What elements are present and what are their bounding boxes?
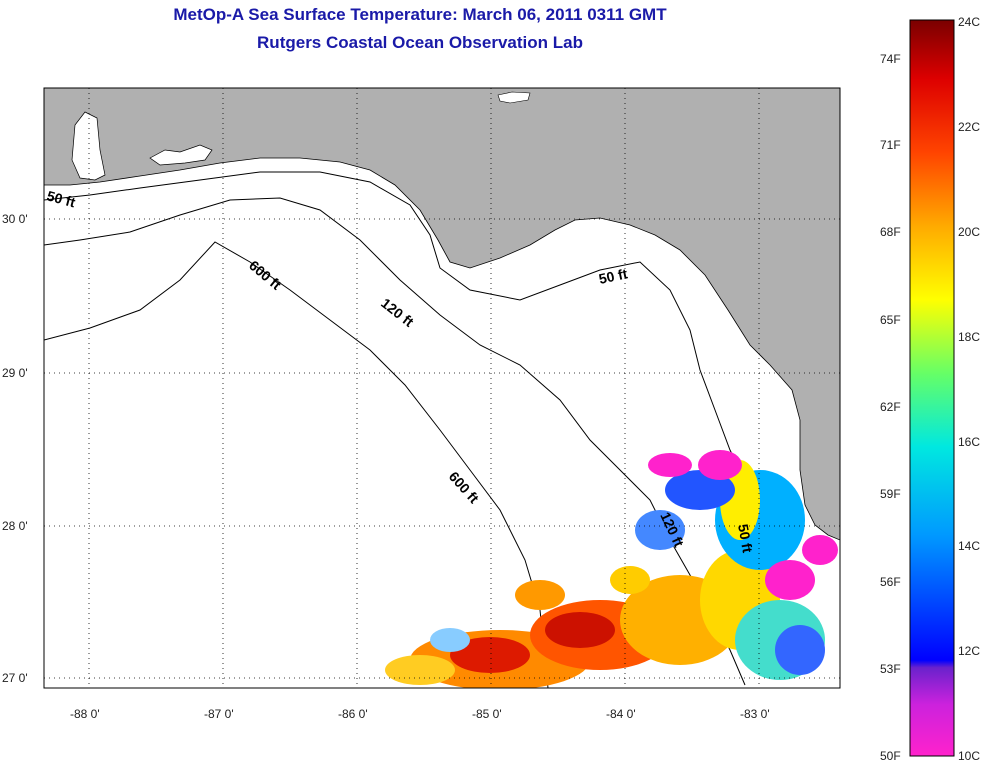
lon-label-88: -88 0' — [70, 707, 100, 721]
lon-label-86: -86 0' — [338, 707, 368, 721]
pensacola-bay — [149, 144, 213, 166]
map-subtitle: Rutgers Coastal Ocean Observation Lab — [257, 33, 583, 52]
colorbar-label-f-68: 68F — [880, 225, 901, 239]
lake-inland — [497, 91, 531, 104]
lon-label-83: -83 0' — [740, 707, 770, 721]
colorbar-label-c-12: 12C — [958, 644, 980, 658]
map-frame — [43, 87, 841, 689]
colorbar-label-f-65: 65F — [880, 313, 901, 327]
sst-patches — [385, 450, 838, 688]
graticule — [44, 88, 840, 688]
colorbar-label-c-10: 10C — [958, 749, 980, 763]
colorbar-label-c-22: 22C — [958, 120, 980, 134]
colorbar-label-f-50: 50F — [880, 749, 901, 763]
colorbar-label-c-18: 18C — [958, 330, 980, 344]
contour-label-50ft-south: 50 ft — [735, 523, 756, 554]
contour-120ft — [44, 197, 746, 686]
colorbar-label-f-56: 56F — [880, 575, 901, 589]
lon-label-87: -87 0' — [204, 707, 234, 721]
colorbar-label-f-59: 59F — [880, 487, 901, 501]
colorbar-label-f-71: 71F — [880, 138, 901, 152]
lat-label-28: 28 0' — [2, 519, 28, 533]
contour-600ft — [44, 241, 549, 688]
colorbar — [909, 19, 955, 757]
colorbar-label-c-24: 24C — [958, 15, 980, 29]
colorbar-label-c-20: 20C — [958, 225, 980, 239]
lat-label-30: 30 0' — [2, 212, 28, 226]
land-mass — [44, 88, 840, 541]
contour-label-50ft-west: 50 ft — [45, 187, 77, 210]
lon-label-85: -85 0' — [472, 707, 502, 721]
lat-label-27: 27 0' — [2, 671, 28, 685]
colorbar-label-f-62: 62F — [880, 400, 901, 414]
colorbar-label-c-14: 14C — [958, 539, 980, 553]
colorbar-label-f-53: 53F — [880, 662, 901, 676]
colorbar-label-c-16: 16C — [958, 435, 980, 449]
lon-label-84: -84 0' — [606, 707, 636, 721]
map-title: MetOp-A Sea Surface Temperature: March 0… — [173, 5, 667, 24]
contour-label-50ft-east: 50 ft — [597, 265, 629, 287]
lat-label-29: 29 0' — [2, 366, 28, 380]
colorbar-label-f-74: 74F — [880, 52, 901, 66]
